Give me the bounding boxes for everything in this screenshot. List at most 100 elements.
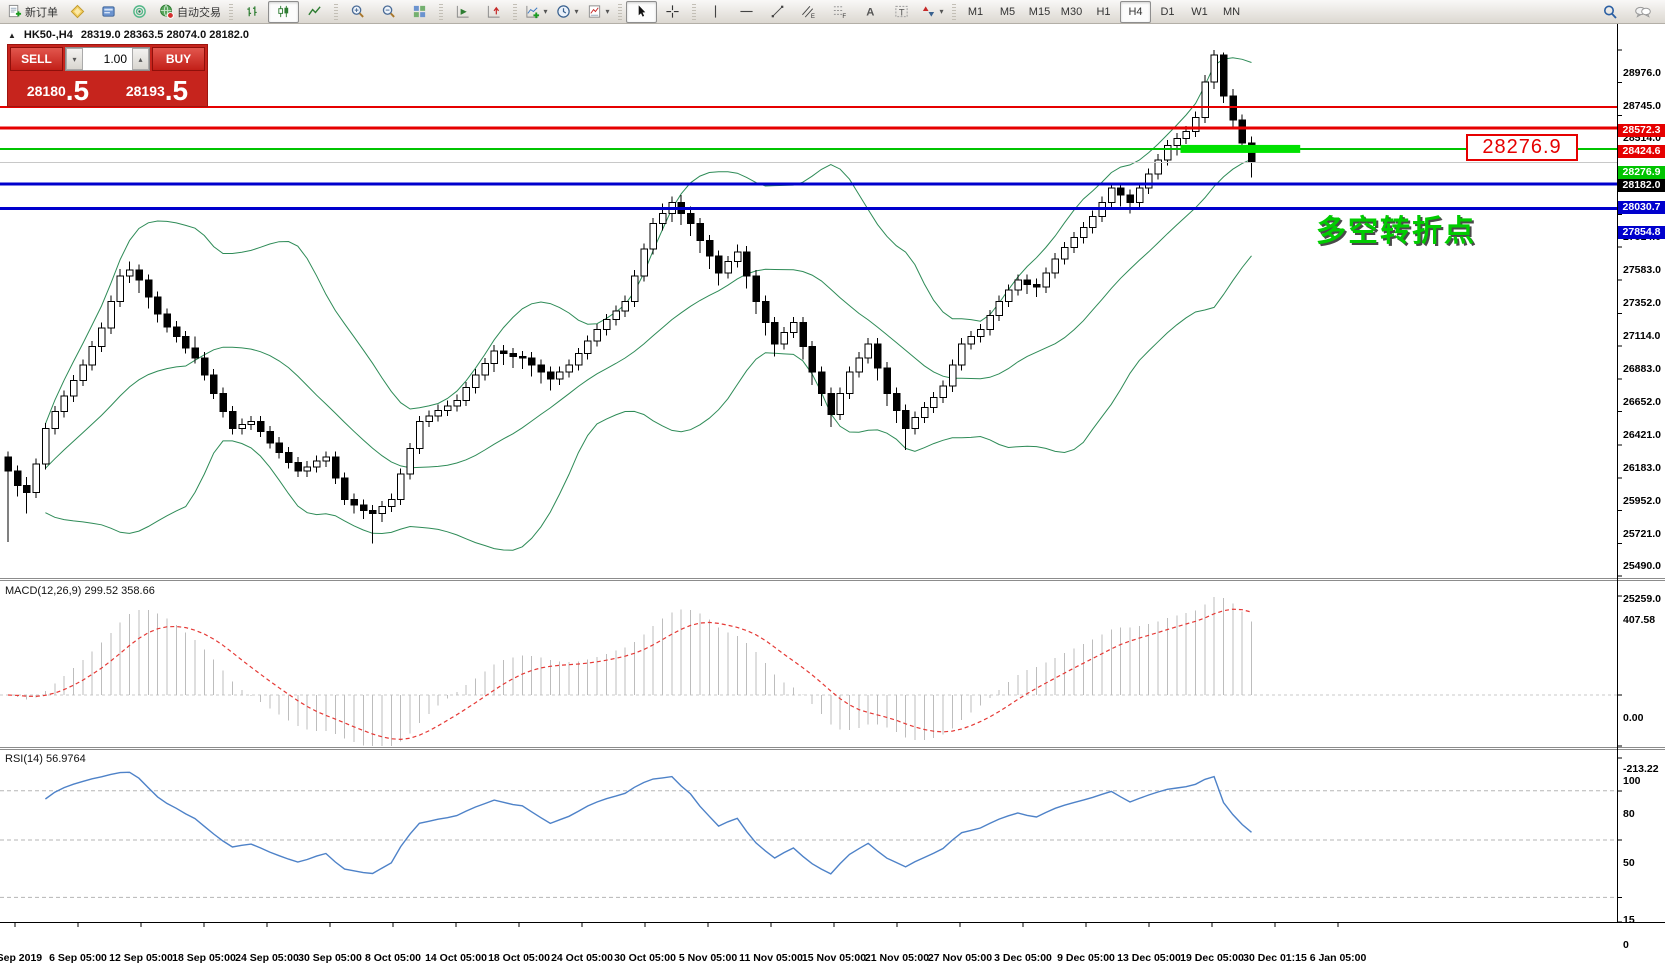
templates-button[interactable]: ▾ (583, 1, 614, 23)
tile-windows-button[interactable] (404, 1, 435, 23)
market-watch-button[interactable] (93, 1, 124, 23)
rsi-axis-tick: 15 (1623, 914, 1635, 927)
price-axis-tick: 25721.0 (1623, 527, 1661, 540)
periods-button[interactable]: ▾ (552, 1, 583, 23)
time-axis-label: 30 Sep 05:00 (298, 952, 362, 964)
macd-label: MACD(12,26,9) 299.52 358.66 (5, 585, 155, 597)
line-chart-button[interactable] (299, 1, 330, 23)
price-axis-tick: 26652.0 (1623, 395, 1661, 408)
time-axis-label: 15 Nov 05:00 (801, 952, 867, 964)
text-icon: A (866, 7, 874, 19)
autotrading-icon (160, 4, 174, 19)
timeframe-button-M30[interactable]: M30 (1060, 5, 1083, 18)
horizontal-line-button[interactable] (731, 1, 762, 23)
metaeditor-icon (70, 4, 85, 19)
time-axis-label: 21 Nov 05:00 (864, 952, 930, 964)
macd-axis-tick: 0.00 (1623, 712, 1644, 724)
bar-chart-icon (247, 6, 257, 17)
buy-price-main: 28193 (125, 83, 165, 99)
candlestick-chart-button[interactable] (268, 0, 299, 23)
time-axis-label: 11 Nov 05:00 (739, 952, 803, 964)
price-level-label: 28276.9 (1618, 165, 1665, 179)
chart-canvas[interactable] (0, 24, 1665, 948)
price-axis-tick: 28976.0 (1623, 67, 1661, 79)
fibonacci-button[interactable]: F (824, 1, 855, 23)
label-letter: T (899, 7, 905, 17)
text-label-button[interactable]: T (886, 1, 917, 23)
price-axis-tick: 27114.0 (1623, 330, 1661, 343)
sell-button[interactable]: SELL (10, 47, 63, 71)
dropdown-caret-icon: ▾ (605, 6, 610, 16)
chat-button[interactable] (1627, 1, 1658, 23)
price-level-label: 27854.8 (1618, 225, 1665, 239)
one-click-trading-panel: SELL ▾ 1.00 ▴ BUY 28180.5 28193.5 (7, 44, 208, 107)
arrows-button[interactable]: ▾ (917, 1, 948, 23)
timeframe-button-M1[interactable]: M1 (967, 5, 984, 18)
zoom-in-button[interactable] (342, 1, 373, 23)
autotrading-button[interactable]: 自动交易 (155, 1, 225, 23)
rsi-label: RSI(14) 56.9764 (5, 753, 86, 765)
auto-scroll-button[interactable] (447, 1, 478, 23)
price-axis-tick: 25490.0 (1623, 560, 1661, 573)
arrows-icon (923, 6, 935, 17)
timeframe-button-D1[interactable]: D1 (1160, 5, 1175, 18)
volume-down-button[interactable]: ▾ (66, 48, 83, 70)
price-level-label: 28572.3 (1618, 124, 1665, 138)
vertical-line-button[interactable] (700, 1, 731, 23)
timeframe-button-H4[interactable]: H4 (1120, 0, 1151, 23)
chart-area[interactable]: ▲ HK50-,H4 28319.0 28363.5 28074.0 28182… (0, 24, 1665, 964)
timeframe-button-MN[interactable]: MN (1222, 5, 1241, 18)
timeframe-button-M15[interactable]: M15 (1028, 5, 1051, 18)
text-label-icon: T (895, 5, 908, 17)
search-button[interactable] (1594, 1, 1625, 23)
cursor-button[interactable] (626, 0, 657, 23)
candles (4, 50, 1256, 544)
sell-price-main: 28180 (26, 83, 66, 99)
time-axis-label: 19 Dec 05:00 (1180, 952, 1244, 964)
bar-chart-button[interactable] (237, 1, 268, 23)
volume-input[interactable]: 1.00 (103, 52, 127, 66)
time-axis-label: 30 Dec 01:15 (1243, 952, 1307, 964)
timeframe-button-W1[interactable]: W1 (1191, 5, 1208, 18)
timeframe-button-H1[interactable]: H1 (1096, 5, 1111, 18)
buy-button[interactable]: BUY (152, 47, 205, 71)
time-axis-label: 14 Oct 05:00 (425, 952, 487, 964)
annotation-text[interactable]: 多空转折点 (1316, 215, 1476, 248)
sell-price-button[interactable]: 28180.5 (10, 73, 106, 106)
chart-shift-icon (487, 5, 500, 18)
trendline-button[interactable] (762, 1, 793, 23)
toolbar-separator (513, 3, 517, 20)
text-button[interactable]: A (855, 1, 886, 23)
crosshair-button[interactable] (657, 1, 688, 23)
time-axis-label: 30 Oct 05:00 (614, 952, 676, 964)
toolbar-separator (618, 3, 622, 20)
metaeditor-button[interactable] (62, 1, 93, 23)
indicators-button[interactable]: ▾ (521, 1, 552, 23)
time-axis-label: 9 Dec 05:00 (1057, 952, 1115, 964)
sell-price-big: .5 (65, 75, 90, 106)
price-tag-box[interactable]: 28276.9 (1466, 134, 1578, 161)
zoom-out-button[interactable] (373, 1, 404, 23)
channel-letter: E (811, 13, 815, 19)
templates-icon (589, 5, 601, 18)
price-level-label: 28182.0 (1618, 179, 1665, 193)
collapse-icon[interactable]: ▲ (8, 30, 16, 40)
time-axis-label: 18 Oct 05:00 (488, 952, 550, 964)
timeframe-button-M5[interactable]: M5 (999, 5, 1016, 18)
panel-frames (0, 24, 1665, 927)
buy-price-big: .5 (164, 75, 189, 106)
cursor-icon (638, 5, 646, 17)
volume-up-button[interactable]: ▴ (132, 48, 149, 70)
dropdown-caret-icon: ▾ (543, 6, 548, 16)
bollinger-bands (44, 57, 1252, 551)
time-axis-label: 27 Nov 05:00 (927, 952, 993, 964)
time-axis-label: 3 Dec 05:00 (994, 952, 1052, 964)
highlight-bar[interactable] (1180, 144, 1301, 153)
new-order-button[interactable]: 新订单 (3, 1, 62, 23)
signals-button[interactable] (124, 1, 155, 23)
volume-control: ▾ 1.00 ▴ (65, 47, 150, 71)
equidistant-channel-button[interactable]: E (793, 1, 824, 23)
chart-shift-button[interactable] (478, 1, 509, 23)
buy-price-button[interactable]: 28193.5 (109, 73, 205, 106)
toolbar-separator (439, 3, 443, 20)
